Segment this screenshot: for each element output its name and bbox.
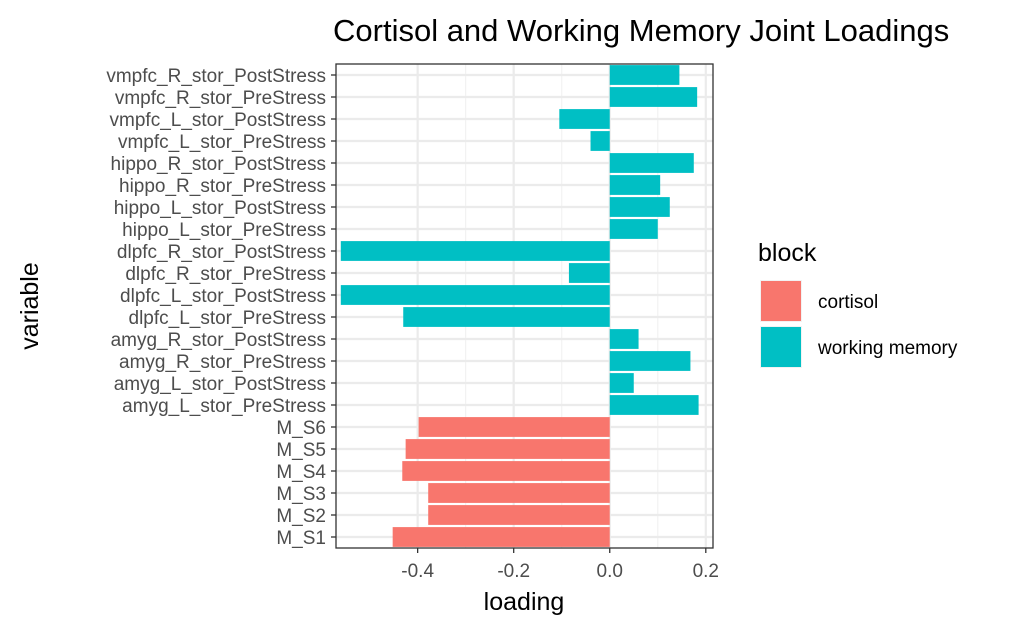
bar bbox=[568, 263, 610, 283]
y-tick-label: amyg_L_stor_PreStress bbox=[122, 396, 326, 417]
y-tick-label: vmpfc_R_stor_PostStress bbox=[106, 66, 326, 87]
bar bbox=[428, 483, 610, 503]
legend-label: working memory bbox=[817, 338, 958, 359]
y-tick-label: vmpfc_L_stor_PreStress bbox=[118, 132, 326, 153]
bar bbox=[340, 285, 610, 305]
y-tick-label: M_S4 bbox=[276, 462, 326, 483]
y-axis-label: variable bbox=[16, 262, 44, 350]
bar bbox=[609, 351, 691, 371]
y-tick-label: M_S2 bbox=[276, 506, 326, 527]
bar bbox=[340, 241, 610, 261]
y-tick-label: dlpfc_L_stor_PreStress bbox=[129, 308, 327, 329]
bar bbox=[609, 329, 639, 349]
bar bbox=[609, 153, 694, 173]
y-tick-label: dlpfc_L_stor_PostStress bbox=[120, 286, 326, 307]
y-tick-label: M_S1 bbox=[276, 528, 326, 549]
y-tick-label: amyg_R_stor_PostStress bbox=[111, 330, 326, 351]
x-tick-label: -0.2 bbox=[497, 561, 530, 582]
y-tick-label: vmpfc_L_stor_PostStress bbox=[110, 110, 326, 131]
panel-border bbox=[335, 63, 714, 549]
y-tick-label: hippo_L_stor_PreStress bbox=[122, 220, 326, 241]
y-tick-label: hippo_L_stor_PostStress bbox=[114, 198, 326, 219]
chart-title: Cortisol and Working Memory Joint Loadin… bbox=[333, 13, 949, 48]
bar bbox=[609, 197, 670, 217]
x-tick-label: -0.4 bbox=[401, 561, 434, 582]
bar bbox=[405, 439, 610, 459]
y-tick-label: M_S5 bbox=[276, 440, 326, 461]
y-tick-label: M_S6 bbox=[276, 418, 326, 439]
y-tick-label: dlpfc_R_stor_PostStress bbox=[117, 242, 326, 263]
x-axis-label: loading bbox=[484, 588, 565, 616]
legend: block cortisol working memory bbox=[758, 239, 958, 368]
y-tick-label: vmpfc_R_stor_PreStress bbox=[115, 88, 326, 109]
gridlines bbox=[336, 64, 713, 548]
plot-panel bbox=[335, 63, 714, 549]
legend-label: cortisol bbox=[818, 292, 878, 313]
legend-title: block bbox=[758, 239, 817, 267]
bar bbox=[609, 175, 661, 195]
bar bbox=[403, 307, 610, 327]
y-tick-label: M_S3 bbox=[276, 484, 326, 505]
x-tick-label: 0.0 bbox=[597, 561, 623, 582]
bar bbox=[392, 527, 610, 547]
x-axis: -0.4 -0.2 0.0 0.2 bbox=[401, 548, 719, 582]
y-tick-label: dlpfc_R_stor_PreStress bbox=[125, 264, 326, 285]
legend-entries: cortisol working memory bbox=[760, 280, 958, 368]
bar bbox=[402, 461, 610, 481]
bars bbox=[340, 65, 699, 547]
bar bbox=[609, 219, 658, 239]
y-tick-label: amyg_R_stor_PreStress bbox=[119, 352, 326, 373]
bar bbox=[590, 131, 610, 151]
x-tick-label: 0.2 bbox=[693, 561, 719, 582]
y-axis: vmpfc_R_stor_PostStressvmpfc_R_stor_PreS… bbox=[106, 66, 336, 549]
bar bbox=[609, 373, 634, 393]
bar bbox=[609, 395, 699, 415]
legend-swatch bbox=[761, 327, 801, 367]
y-tick-label: hippo_R_stor_PreStress bbox=[119, 176, 326, 197]
bar bbox=[428, 505, 610, 525]
y-tick-label: amyg_L_stor_PostStress bbox=[114, 374, 326, 395]
bar bbox=[559, 109, 610, 129]
bar bbox=[418, 417, 610, 437]
bar bbox=[609, 87, 698, 107]
legend-swatch bbox=[761, 281, 801, 321]
y-tick-label: hippo_R_stor_PostStress bbox=[111, 154, 326, 175]
bar bbox=[609, 65, 680, 85]
